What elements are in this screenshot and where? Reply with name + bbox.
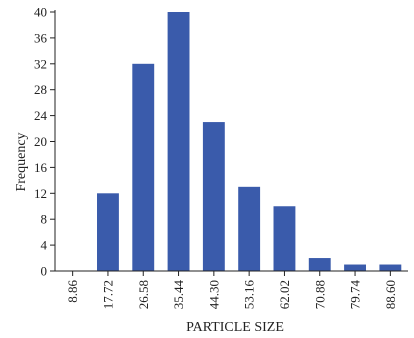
y-tick-label: 20: [34, 134, 47, 149]
x-axis-ticks: 8.86 17.72 26.58 35.44 44.30 53.16 62.02 70.88 7…: [65, 271, 398, 309]
y-tick-label: 16: [34, 160, 48, 175]
y-tick-label: 40: [34, 5, 47, 20]
y-axis-label: Frequency: [14, 132, 29, 191]
x-tick-label: 35.44: [171, 280, 186, 310]
bars: [97, 12, 402, 271]
x-axis-label: PARTICLE SIZE: [186, 320, 284, 335]
x-tick-label: 70.88: [312, 280, 327, 309]
y-tick-label: 4: [41, 238, 48, 253]
bar-44.30: [202, 122, 225, 271]
y-tick-label: 12: [34, 186, 47, 201]
x-tick-label: 17.72: [100, 280, 115, 309]
x-tick-label: 79.74: [348, 280, 363, 310]
x-tick-label: 88.60: [383, 280, 398, 309]
y-tick-label: 24: [34, 108, 48, 123]
bar-53.16: [238, 186, 261, 271]
y-tick-label: 28: [34, 82, 47, 97]
y-tick-label: 8: [41, 212, 48, 227]
x-tick-label: 62.02: [277, 280, 292, 309]
bar-62.02: [273, 206, 296, 271]
bar-88.60: [379, 264, 402, 271]
x-tick-label: 8.86: [65, 280, 80, 303]
y-axis-ticks: 0 4 8 12 16 20 24 28 32 36 40: [34, 5, 55, 279]
bar-17.72: [97, 193, 119, 271]
y-tick-label: 0: [41, 264, 48, 279]
bar-79.74: [344, 264, 366, 271]
y-tick-label: 32: [34, 56, 47, 71]
y-tick-label: 36: [34, 30, 48, 45]
bar-70.88: [308, 258, 331, 271]
x-tick-label: 44.30: [206, 280, 221, 309]
x-tick-label: 26.58: [136, 280, 151, 309]
bar-35.44: [167, 12, 190, 271]
bar-26.58: [132, 63, 155, 271]
x-tick-label: 53.16: [242, 280, 257, 310]
